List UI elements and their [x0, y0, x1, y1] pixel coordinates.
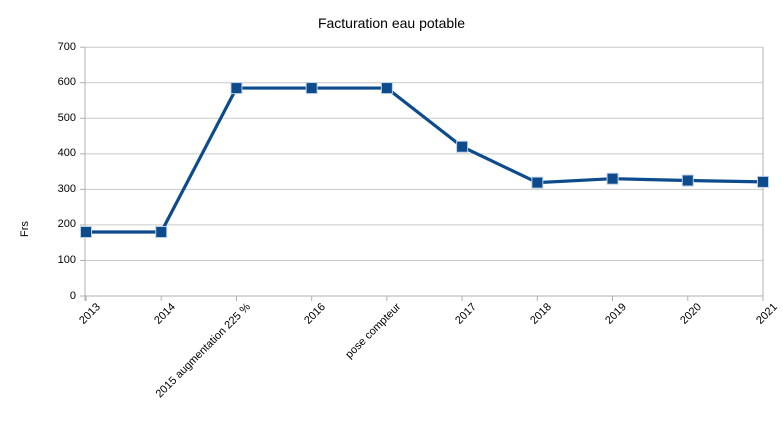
data-point-marker	[681, 174, 694, 187]
chart-title: Facturation eau potable	[317, 15, 466, 31]
data-point-marker	[80, 226, 92, 239]
y-axis-tick-label: 500	[57, 111, 76, 124]
y-axis-tick-label: 200	[57, 218, 76, 231]
data-point-marker	[380, 82, 393, 95]
data-series-line	[86, 86, 764, 234]
data-point-marker	[155, 226, 168, 239]
data-point-marker	[757, 175, 769, 188]
data-point-marker	[531, 176, 544, 189]
y-axis-tick-label: 400	[57, 147, 76, 160]
data-point-marker	[456, 140, 469, 153]
data-point-marker	[230, 82, 243, 95]
y-axis-tick-label: 700	[57, 40, 76, 53]
y-axis-tick-label: 600	[57, 76, 76, 89]
y-axis-tick-label: 100	[57, 253, 76, 266]
data-point-marker	[606, 172, 619, 185]
y-axis-tick-label: 300	[57, 182, 76, 195]
data-point-marker	[305, 82, 318, 95]
y-axis-tick-label: 0	[69, 289, 76, 302]
